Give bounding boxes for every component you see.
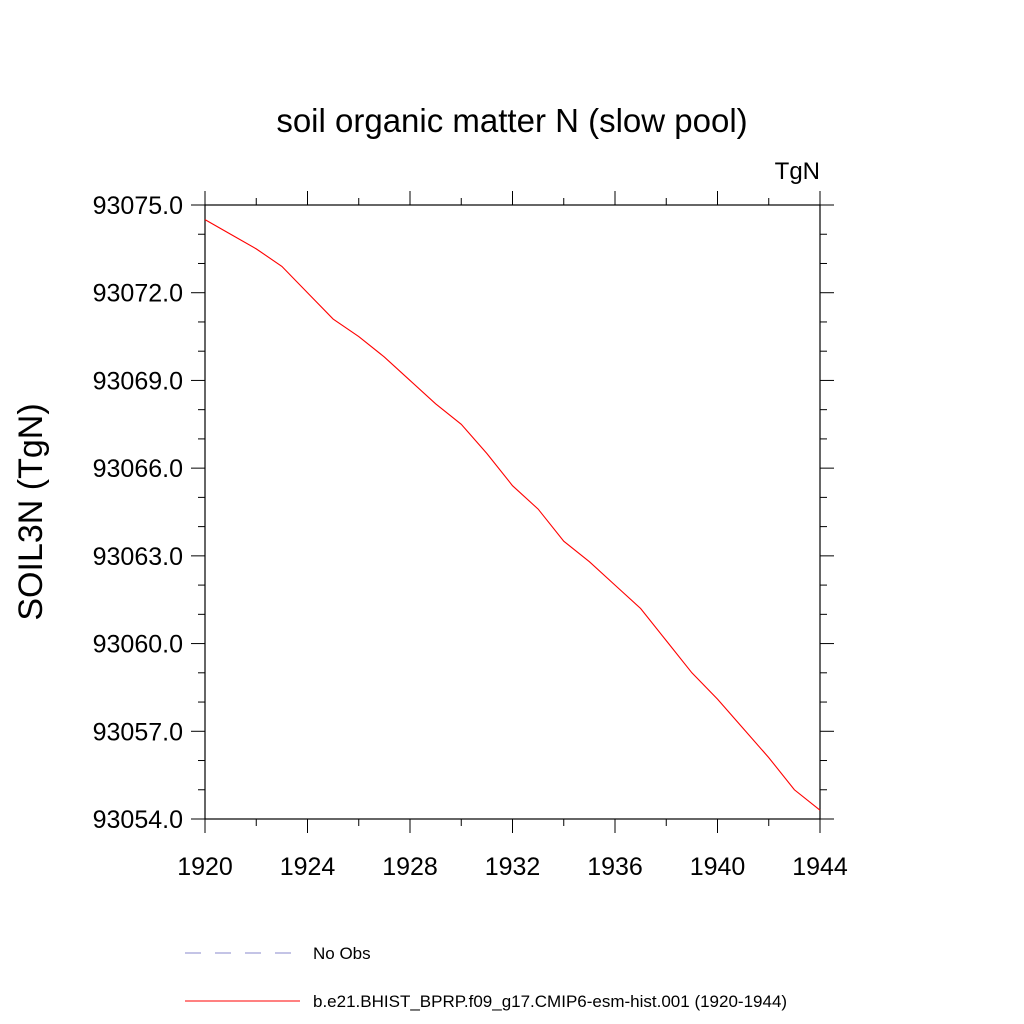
x-tick-label: 1944	[792, 853, 848, 881]
units-label: TgN	[775, 158, 820, 185]
y-tick-label: 93069.0	[93, 367, 183, 395]
y-tick-label: 93054.0	[93, 806, 183, 834]
y-tick-label: 93060.0	[93, 631, 183, 659]
x-tick-label: 1940	[690, 853, 746, 881]
y-axis-label: SOIL3N (TgN)	[12, 403, 50, 620]
legend-label: b.e21.BHIST_BPRP.f09_g17.CMIP6-esm-hist.…	[313, 992, 787, 1011]
legend-label: No Obs	[313, 944, 371, 963]
y-tick-label: 93057.0	[93, 718, 183, 746]
x-tick-label: 1928	[382, 853, 438, 881]
x-axis-ticks: 1920 1924 1928 1932 1936 1940 1944	[177, 191, 848, 881]
y-tick-label: 93063.0	[93, 543, 183, 571]
x-tick-label: 1920	[177, 853, 233, 881]
y-tick-label: 93066.0	[93, 455, 183, 483]
series-line-0	[204, 219, 821, 811]
y-axis-ticks: 93054.0 93057.0 93060.0 93063.0 93066.0 93069…	[93, 192, 834, 834]
x-tick-label: 1924	[280, 853, 336, 881]
legend: No Obs b.e21.BHIST_BPRP.f09_g17.CMIP6-esm…	[185, 944, 787, 1011]
y-tick-label: 93072.0	[93, 280, 183, 308]
y-tick-label: 93075.0	[93, 192, 183, 220]
x-tick-label: 1932	[485, 853, 541, 881]
chart-title: soil organic matter N (slow pool)	[276, 102, 747, 139]
x-tick-label: 1936	[587, 853, 643, 881]
plot-frame	[204, 204, 821, 820]
series-layer	[204, 219, 821, 811]
